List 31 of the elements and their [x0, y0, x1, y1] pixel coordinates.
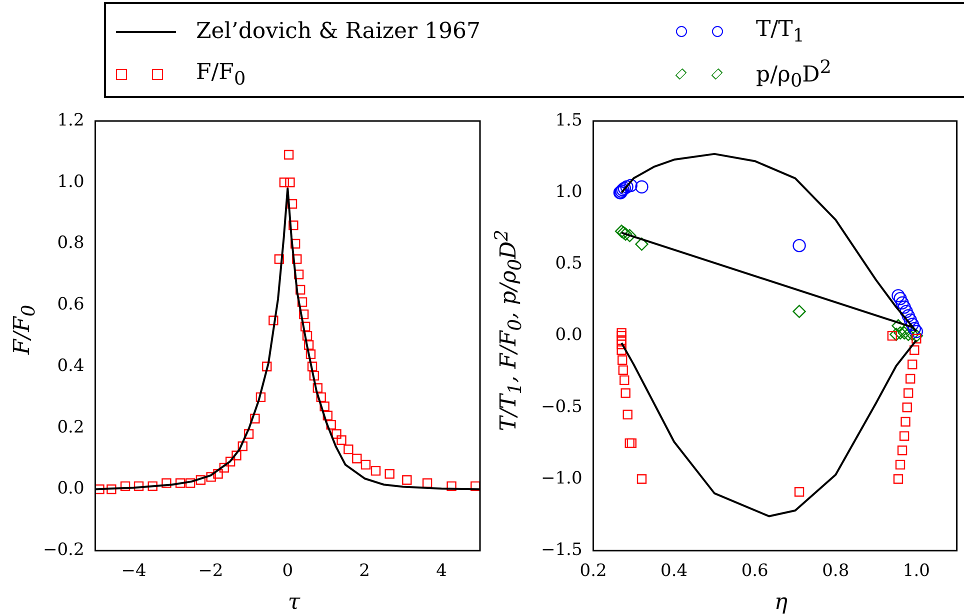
- y-tick-label: −1.5: [541, 540, 582, 560]
- y-tick-label: 1.2: [57, 110, 84, 130]
- legend-label: T/T$_{1}$: [756, 16, 804, 46]
- x-tick-label: −2: [198, 561, 224, 582]
- y-tick-label: 0.0: [57, 478, 84, 499]
- y-tick-label: 1.0: [555, 182, 582, 202]
- y-tick-label: 0.6: [57, 294, 84, 315]
- y-tick-label: 0.2: [57, 417, 84, 438]
- legend-label: p/ρ$_{0}$D$^{2}$: [756, 57, 832, 92]
- y-tick-label: 0.0: [555, 325, 582, 346]
- y-tick-label: −0.5: [541, 396, 582, 417]
- x-tick-label: 0.6: [741, 561, 768, 582]
- x-tick-label: 0.4: [660, 561, 688, 582]
- x-tick-label: 0.2: [580, 561, 607, 582]
- x-axis-title: τ: [286, 590, 302, 615]
- y-tick-label: −1.0: [541, 468, 582, 488]
- x-tick-label: 4: [436, 561, 447, 582]
- legend-label: Zel’dovich & Raizer 1967: [196, 19, 481, 44]
- y-tick-label: −0.2: [43, 540, 84, 560]
- y-tick-label: 1.0: [57, 172, 84, 192]
- legend-label: F/F$_{0}$: [196, 60, 246, 90]
- y-tick-label: 0.4: [57, 356, 84, 376]
- x-tick-label: −4: [121, 561, 146, 582]
- x-tick-label: 0.8: [822, 561, 850, 582]
- x-tick-label: 2: [359, 561, 370, 582]
- y-tick-label: 1.5: [555, 110, 582, 130]
- x-tick-label: 0: [282, 561, 294, 582]
- x-tick-label: 1.0: [902, 561, 930, 582]
- x-axis-title: η: [773, 590, 789, 615]
- y-tick-label: 0.5: [555, 254, 582, 274]
- y-tick-label: 0.8: [57, 233, 84, 254]
